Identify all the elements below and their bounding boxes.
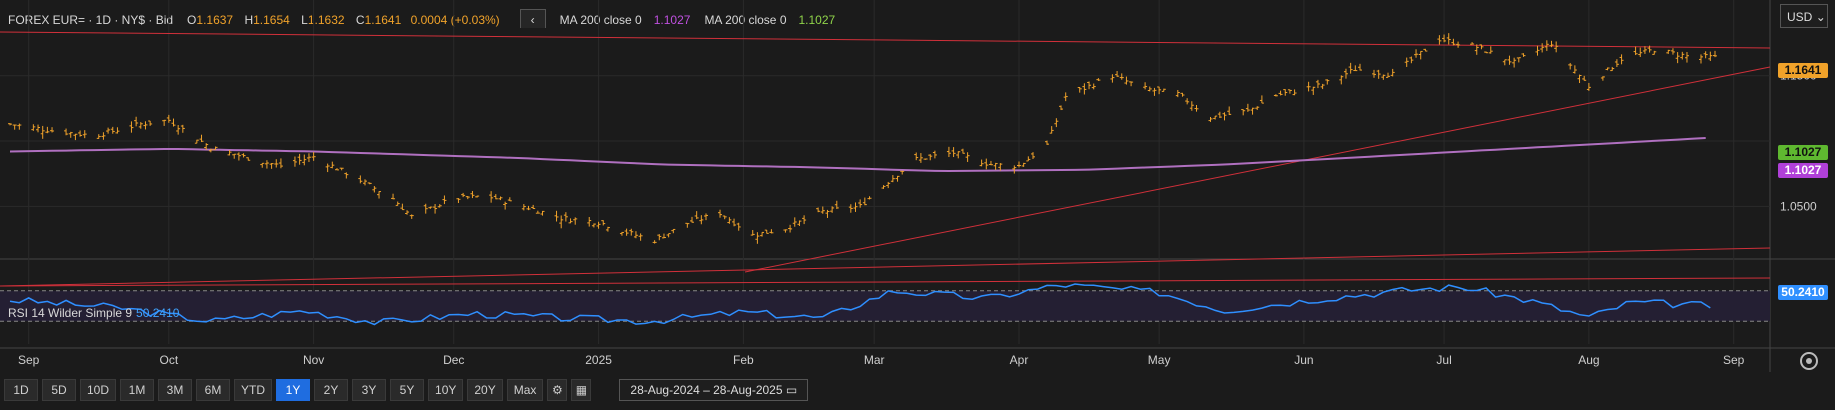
range-button-5d[interactable]: 5D (42, 379, 76, 401)
trend-line (744, 66, 1771, 273)
settings-icon[interactable]: ⚙ (547, 379, 568, 401)
range-buttons: 1D 5D 10D 1M 3M 6M YTD 1Y 2Y 3Y 5Y 10Y 20Y Max (4, 379, 544, 401)
rsi-legend: RSI 14 Wilder Simple 9 50.2410 (8, 306, 179, 320)
close-label: C (355, 13, 365, 27)
ma2-label: MA 200 close 0 (704, 13, 787, 27)
date-range-text: 28-Aug-2024 – 28-Aug-2025 (630, 383, 783, 397)
range-button-max[interactable]: Max (506, 379, 544, 401)
date-range-picker[interactable]: 28-Aug-2024 – 28-Aug-2025 ▭ (619, 379, 809, 401)
range-button-5y[interactable]: 5Y (390, 379, 425, 401)
x-tick-label: Jul (1436, 353, 1451, 367)
range-button-10d[interactable]: 10D (80, 379, 117, 401)
x-tick-label: Sep (1723, 353, 1745, 367)
trend-line (0, 31, 1771, 49)
ohlc-readout: O1.1637 H1.1654 L1.1632 C1.1641 0.0004 (… (179, 13, 500, 27)
high-value: 1.1654 (253, 13, 290, 27)
x-tick-label: Mar (864, 353, 885, 367)
x-tick-label: Dec (443, 353, 464, 367)
ma1-value: 1.1027 (653, 13, 691, 27)
range-button-1y[interactable]: 1Y (276, 379, 311, 401)
ma-green-tag: 1.1027 (1778, 145, 1828, 160)
price-tag: 1.1641 (1778, 63, 1828, 78)
range-button-20y[interactable]: 20Y (467, 379, 503, 401)
rsi-tag: 50.2410 (1778, 285, 1828, 300)
close-value: 1.1641 (364, 13, 402, 27)
calendar-icon: ▭ (785, 383, 798, 397)
range-button-1m[interactable]: 1M (120, 379, 155, 401)
range-button-6m[interactable]: 6M (196, 379, 231, 401)
high-label: H (244, 13, 254, 27)
change-value: 0.0004 (+0.03%) (410, 13, 500, 27)
range-toolbar: 1D 5D 10D 1M 3M 6M YTD 1Y 2Y 3Y 5Y 10Y 20Y Max ⚙ ▦ 28… (0, 375, 809, 405)
rsi-band (0, 290, 1770, 322)
x-tick-label: Aug (1578, 353, 1599, 367)
ma2-value: 1.1027 (798, 13, 836, 27)
x-tick-label: Nov (303, 353, 324, 367)
currency-select[interactable]: USD ⌄ (1780, 4, 1828, 28)
range-button-1d[interactable]: 1D (4, 379, 38, 401)
rsi-value: 50.2410 (136, 306, 180, 320)
rsi-label-text: RSI 14 Wilder Simple 9 (8, 306, 133, 320)
x-tick-label: Feb (733, 353, 754, 367)
gear-icon[interactable] (1800, 352, 1818, 370)
y-tick-label: 1.0500 (1780, 199, 1817, 213)
x-tick-label: Jun (1294, 353, 1313, 367)
price-pane (0, 28, 1770, 258)
range-button-2y[interactable]: 2Y (314, 379, 349, 401)
low-value: 1.1632 (307, 13, 345, 27)
ma200-line (9, 137, 1706, 173)
trend-line (0, 247, 1771, 287)
currency-value: USD (1787, 10, 1813, 24)
symbol-label: FOREX EUR= · 1D · NY$ · Bid (8, 13, 174, 27)
low-label: L (301, 13, 308, 27)
range-button-10y[interactable]: 10Y (428, 379, 464, 401)
ma-purple-tag: 1.1027 (1778, 163, 1828, 178)
x-tick-label: Apr (1010, 353, 1029, 367)
open-label: O (187, 13, 197, 27)
x-tick-label: May (1148, 353, 1171, 367)
range-button-3m[interactable]: 3M (158, 379, 193, 401)
table-icon[interactable]: ▦ (571, 379, 592, 401)
x-tick-label: Oct (159, 353, 178, 367)
open-value: 1.1637 (196, 13, 234, 27)
ma1-label: MA 200 close 0 (559, 13, 642, 27)
trend-line (0, 277, 1771, 287)
x-tick-label: Sep (18, 353, 40, 367)
chevron-down-icon: ⌄ (1815, 10, 1826, 24)
x-tick-label: 2025 (585, 353, 612, 367)
rsi-line (9, 283, 1711, 326)
range-button-3y[interactable]: 3Y (352, 379, 387, 401)
range-button-ytd[interactable]: YTD (234, 379, 273, 401)
